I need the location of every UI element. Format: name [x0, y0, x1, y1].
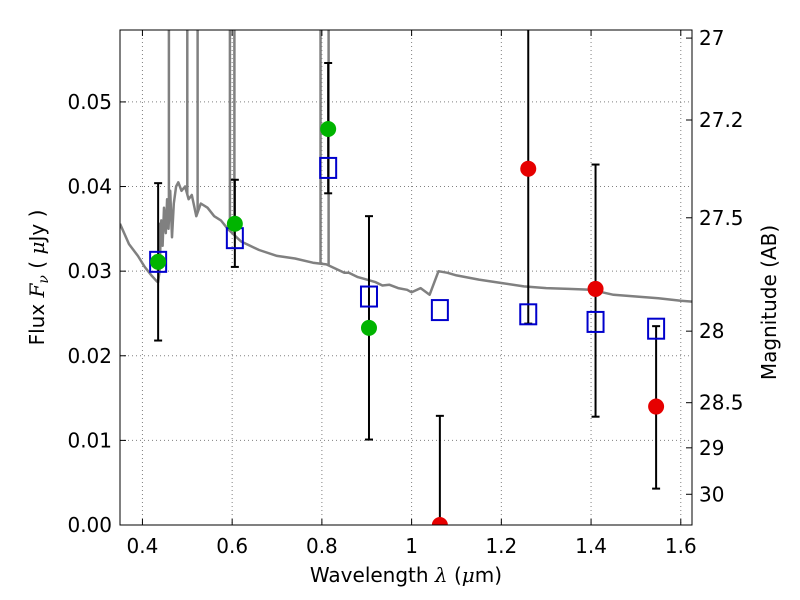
- observed-flux-red-point: [431, 517, 448, 525]
- y-tick-label: 0.00: [67, 513, 112, 537]
- x-tick-label: 1.2: [485, 534, 517, 558]
- observed-flux-green-point: [150, 253, 167, 270]
- model-band-flux-square: [519, 303, 538, 326]
- axis-ticks: [120, 30, 692, 526]
- y2-tick-label: 30: [699, 482, 724, 506]
- data-points: [149, 121, 666, 525]
- model-band-flux-square: [647, 317, 666, 340]
- model-band-flux-square: [319, 156, 338, 179]
- x-axis-label: Wavelength λ (μm): [310, 563, 502, 587]
- observed-flux-green-point: [226, 215, 243, 232]
- model-sed: [120, 30, 692, 303]
- y2-tick-label: 27.5: [699, 206, 744, 230]
- y-axis-label: Flux Fν ( μJy ): [25, 210, 52, 346]
- x-tick-label: 0.8: [306, 534, 338, 558]
- x-tick-label: 1.6: [665, 534, 697, 558]
- x-tick-label: 1: [405, 534, 418, 558]
- x-tick-label: 0.6: [216, 534, 248, 558]
- model-sed-line: [120, 181, 692, 303]
- y-tick-label: 0.03: [67, 259, 112, 283]
- y-tick-label: 0.02: [67, 344, 112, 368]
- observed-flux-green-point: [360, 319, 377, 336]
- x-tick-label: 0.4: [127, 534, 159, 558]
- y-tick-label: 0.04: [67, 175, 112, 199]
- y2-tick-label: 28.5: [699, 391, 744, 415]
- observed-flux-red-point: [648, 398, 665, 415]
- y2-tick-label: 28: [699, 319, 724, 343]
- model-band-flux-square: [430, 299, 449, 322]
- model-band-flux-square: [586, 310, 605, 333]
- y2-tick-label: 29: [699, 436, 724, 460]
- x-tick-label: 1.4: [575, 534, 607, 558]
- plot-frame: [119, 29, 693, 526]
- model-band-flux-square: [359, 285, 378, 308]
- tick-labels: 0.4 0.6 0.8 1 1.2 1.4 1.6 0.00 0.01 0.02 0.03 0.04 0…: [67, 26, 743, 558]
- y-tick-label: 0.01: [67, 428, 112, 452]
- grid: [120, 30, 692, 526]
- observed-flux-green-point: [320, 121, 337, 137]
- observed-flux-red-point: [520, 160, 537, 177]
- y2-tick-label: 27: [699, 26, 724, 50]
- y-tick-label: 0.05: [67, 90, 112, 114]
- right-axis-label: Magnitude (AB): [757, 225, 781, 380]
- y2-tick-label: 27.2: [699, 108, 744, 132]
- observed-flux-red-point: [587, 280, 604, 297]
